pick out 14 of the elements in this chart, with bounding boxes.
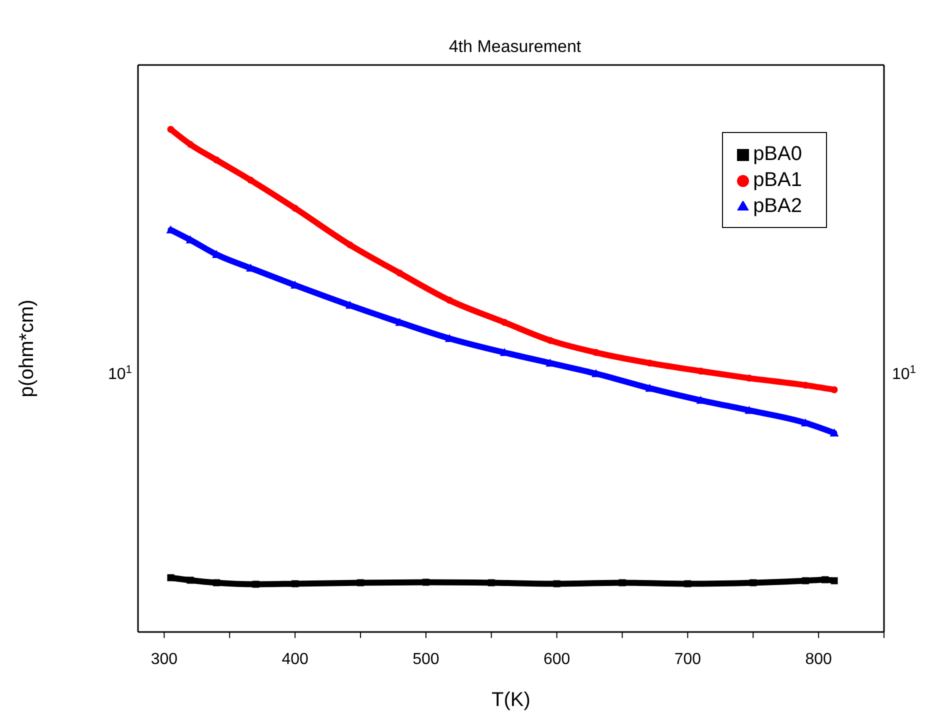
legend-label: pBA1	[753, 169, 802, 191]
chart-title: 4th Measurement	[448, 37, 582, 56]
legend-label: pBA2	[753, 195, 802, 217]
y-axis-title: p(ohm*cm)	[16, 300, 38, 398]
x-tick-label: 400	[282, 651, 308, 668]
x-tick-label: 800	[805, 651, 832, 668]
x-tick-label: 500	[412, 651, 440, 668]
x-tick-label: 600	[543, 651, 570, 668]
x-axis-title: T(K)	[492, 689, 530, 711]
legend-label: pBA0	[753, 143, 802, 165]
text: 10$^{1}$	[108, 364, 132, 383]
text: 10$^{1}$	[892, 364, 916, 383]
x-tick-label: 700	[674, 651, 702, 668]
x-tick-label: 300	[150, 651, 178, 668]
